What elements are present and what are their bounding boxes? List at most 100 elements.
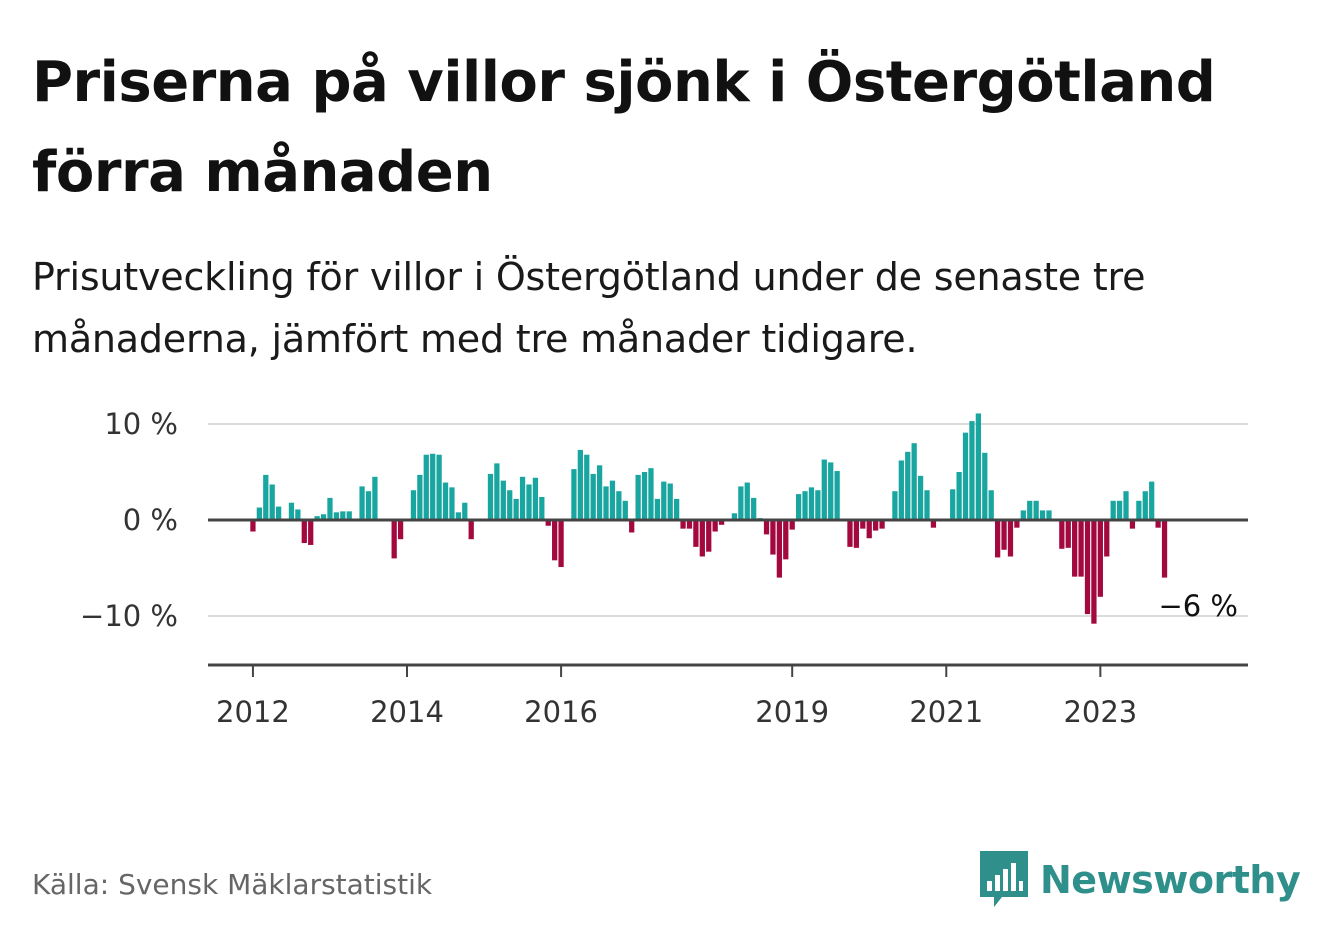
bar — [911, 443, 917, 520]
bar — [430, 453, 436, 520]
bar — [455, 512, 461, 520]
bar — [776, 520, 782, 578]
x-tick-label: 2012 — [216, 695, 290, 729]
x-tick-label: 2016 — [524, 695, 598, 729]
bar — [770, 520, 776, 555]
bar — [629, 520, 635, 533]
x-tick-label: 2019 — [755, 695, 829, 729]
bar — [898, 460, 904, 520]
bar — [436, 454, 442, 520]
bar — [847, 520, 853, 547]
bar — [1078, 520, 1084, 577]
grid-lines — [208, 423, 1248, 617]
bar — [397, 520, 404, 540]
bar — [1129, 520, 1136, 529]
bar — [596, 465, 603, 520]
bar — [1161, 520, 1168, 578]
bar — [494, 463, 500, 520]
bar — [320, 514, 327, 520]
bar — [365, 491, 372, 520]
bar — [667, 483, 673, 520]
x-tick-label: 2023 — [1063, 695, 1137, 729]
bar — [603, 486, 609, 520]
bar — [853, 520, 860, 548]
bar — [686, 520, 693, 529]
x-tick-label: 2021 — [909, 695, 983, 729]
bar — [962, 432, 969, 520]
bar — [558, 520, 564, 568]
bar — [738, 486, 744, 520]
bar — [1136, 500, 1142, 520]
bar — [1116, 500, 1123, 520]
bar — [314, 516, 320, 520]
y-tick-label: −10 % — [80, 599, 178, 633]
bar — [641, 472, 648, 520]
bar — [995, 520, 1001, 558]
source-note: Källa: Svensk Mäklarstatistik — [32, 868, 433, 901]
newsworthy-logo-icon — [980, 851, 1028, 907]
bar — [263, 474, 269, 520]
bar — [821, 459, 827, 520]
bar — [616, 491, 622, 520]
bar — [423, 454, 429, 520]
bar — [275, 506, 282, 520]
bar — [552, 520, 558, 561]
bar — [340, 511, 346, 520]
bar — [744, 482, 750, 520]
bar — [1059, 520, 1065, 549]
brand-name: Newsworthy — [1040, 858, 1301, 902]
bar — [1033, 500, 1039, 520]
y-axis-labels: 10 % 0 % −10 % — [80, 407, 178, 633]
bar — [648, 468, 654, 520]
bar — [327, 497, 333, 520]
bar — [1155, 520, 1161, 528]
bar — [487, 473, 494, 520]
bar — [712, 520, 718, 532]
bar — [693, 520, 699, 547]
bar — [1027, 500, 1033, 520]
bar — [783, 520, 789, 560]
bar — [917, 475, 924, 520]
bar-chart: 10 % 0 % −10 % 2012 2014 2016 2019 2021 2023 −6… — [80, 407, 1248, 729]
bar — [539, 496, 545, 520]
bar — [956, 472, 962, 520]
bar — [571, 469, 577, 520]
bar — [1020, 510, 1026, 520]
bar — [391, 520, 397, 559]
bar — [301, 520, 307, 544]
bar — [828, 462, 834, 520]
brand-logo: Newsworthy — [980, 850, 1301, 910]
bar — [873, 520, 879, 531]
bar — [462, 502, 468, 520]
bar — [1149, 481, 1155, 520]
bar — [513, 498, 519, 520]
bar — [879, 520, 885, 529]
bar — [590, 473, 596, 520]
y-tick-label: 0 % — [123, 503, 178, 537]
bar — [674, 498, 680, 520]
bar — [1142, 491, 1148, 520]
bar — [442, 482, 449, 520]
bar — [256, 507, 262, 520]
bar — [866, 520, 872, 539]
bar — [333, 512, 340, 520]
axes — [208, 518, 1248, 667]
bar — [654, 498, 661, 520]
bar — [763, 520, 770, 535]
bar — [584, 454, 590, 520]
bar — [834, 471, 840, 520]
bar — [507, 490, 513, 520]
bar — [519, 476, 526, 520]
bar — [372, 476, 378, 520]
bar — [1072, 520, 1078, 577]
bar — [500, 480, 506, 520]
bar — [622, 500, 628, 520]
bar — [577, 449, 583, 520]
y-tick-label: 10 % — [104, 407, 178, 441]
bar — [526, 484, 532, 520]
bars — [250, 413, 1168, 624]
bar — [808, 487, 815, 520]
bar — [532, 477, 539, 520]
bar — [1046, 510, 1052, 520]
bar — [680, 520, 686, 529]
